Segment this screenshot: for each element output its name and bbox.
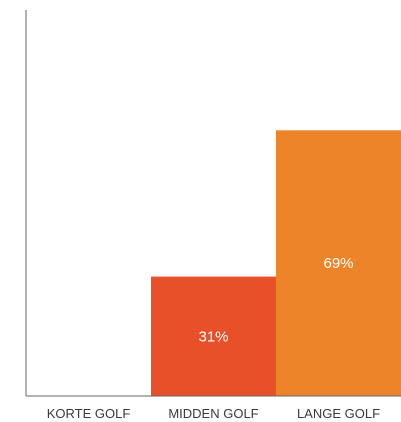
bar-lange-golf	[276, 130, 401, 397]
x-tick-label-midden-golf: MIDDEN GOLF	[168, 406, 258, 421]
axes-group	[25, 10, 401, 397]
labels-group: KORTE GOLF 31% MIDDEN GOLF 69% LANGE GOLF	[47, 255, 380, 421]
data-label-midden-golf: 31%	[198, 328, 228, 345]
x-tick-label-korte-golf: KORTE GOLF	[47, 406, 131, 421]
bar-midden-golf	[151, 276, 276, 396]
x-tick-label-lange-golf: LANGE GOLF	[297, 406, 380, 421]
data-label-lange-golf: 69%	[323, 255, 353, 272]
bars-group	[151, 130, 401, 397]
